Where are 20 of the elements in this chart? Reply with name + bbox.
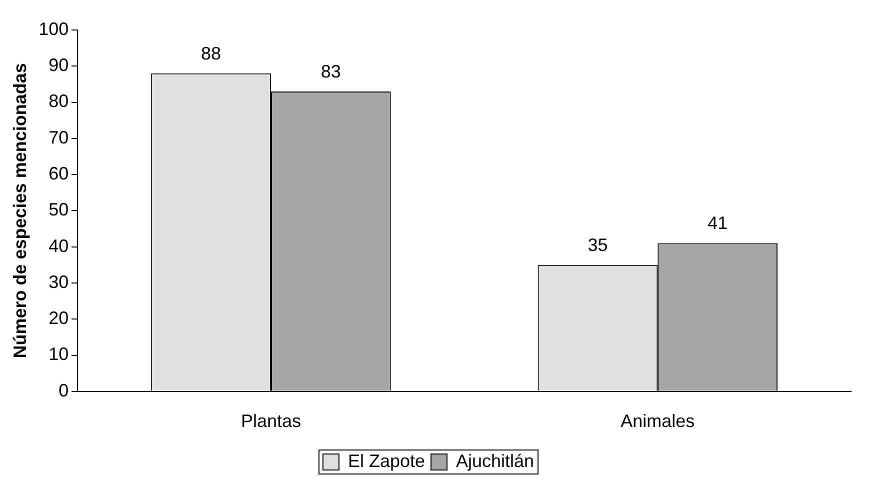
y-tick-label: 40 (48, 236, 69, 256)
data-label: 83 (320, 61, 341, 82)
data-label: 88 (201, 43, 222, 64)
data-label: 35 (588, 234, 608, 255)
y-axis-title: Número de especies mencionadas (10, 63, 30, 358)
y-tick-label: 30 (48, 272, 69, 292)
y-tick-label: 0 (58, 380, 69, 400)
y-tick-label: 60 (48, 164, 69, 184)
y-tick-label: 10 (48, 344, 69, 364)
y-tick-label: 70 (48, 127, 69, 148)
legend-label: Ajuchitlán (456, 450, 534, 471)
y-tick-label: 20 (48, 308, 69, 328)
x-tick-label: Animales (620, 411, 695, 432)
y-tick-label: 90 (48, 55, 69, 76)
legend-label: El Zapote (348, 450, 425, 471)
x-tick-label: Plantas (240, 411, 301, 432)
y-tick-label: 100 (38, 18, 69, 39)
y-tick-label: 50 (48, 200, 69, 220)
y-tick-label: 80 (48, 91, 69, 112)
data-label: 41 (708, 213, 728, 234)
